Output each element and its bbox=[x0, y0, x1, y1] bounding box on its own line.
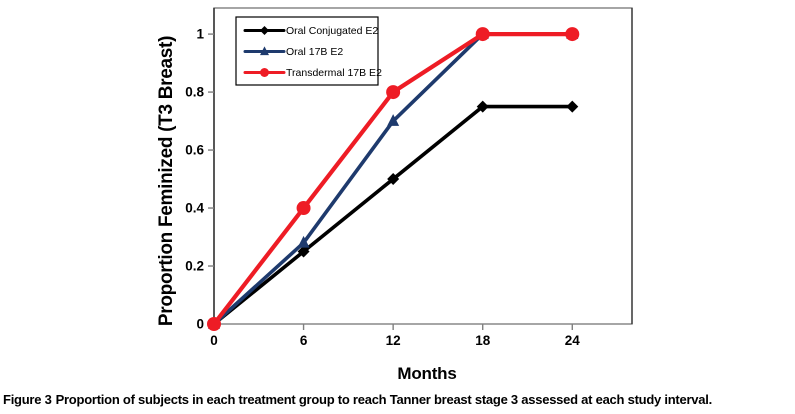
x-tick-label: 0 bbox=[210, 333, 218, 348]
x-tick-label: 12 bbox=[386, 333, 401, 348]
y-tick-label: 0.4 bbox=[185, 201, 204, 216]
y-tick-label: 0.2 bbox=[185, 259, 204, 274]
x-tick-label: 18 bbox=[475, 333, 491, 348]
figure-caption-label: Figure 3 bbox=[3, 392, 52, 407]
y-tick-label: 1 bbox=[196, 27, 204, 42]
y-tick-label: 0.6 bbox=[185, 143, 204, 158]
y-axis-title: Proportion Feminized (T3 Breast) bbox=[156, 35, 177, 327]
data-point-marker-diamond bbox=[297, 245, 310, 258]
legend-label: Oral 17B E2 bbox=[286, 46, 343, 58]
x-tick-label: 6 bbox=[300, 333, 308, 348]
data-point-marker-circle bbox=[565, 27, 580, 42]
x-tick-label: 24 bbox=[565, 333, 581, 348]
data-point-marker-circle bbox=[475, 27, 490, 42]
data-point-marker-diamond bbox=[476, 100, 489, 113]
legend-marker-triangle bbox=[260, 46, 269, 56]
legend-label: Transdermal 17B E2 bbox=[286, 67, 382, 79]
data-point-marker-circle bbox=[296, 201, 311, 216]
data-point-marker-triangle bbox=[387, 114, 400, 126]
legend-marker-diamond bbox=[260, 26, 269, 35]
series-line-oral-conjugated-e2 bbox=[212, 104, 575, 326]
data-point-marker-diamond bbox=[566, 100, 579, 113]
data-point-marker-diamond bbox=[387, 173, 400, 186]
data-point-marker-circle bbox=[386, 85, 401, 100]
legend-marker-circle bbox=[260, 68, 269, 77]
y-tick-label: 0 bbox=[196, 317, 204, 332]
x-axis-title: Months bbox=[397, 364, 457, 383]
data-point-marker-triangle bbox=[297, 235, 310, 248]
legend-label: Oral Conjugated E2 bbox=[286, 25, 378, 37]
figure-caption-text: Proportion of subjects in each treatment… bbox=[55, 392, 713, 407]
figure-caption: Figure 3 Proportion of subjects in each t… bbox=[3, 392, 793, 407]
data-point-marker-circle bbox=[207, 317, 221, 331]
y-tick-label: 0.8 bbox=[185, 85, 204, 100]
